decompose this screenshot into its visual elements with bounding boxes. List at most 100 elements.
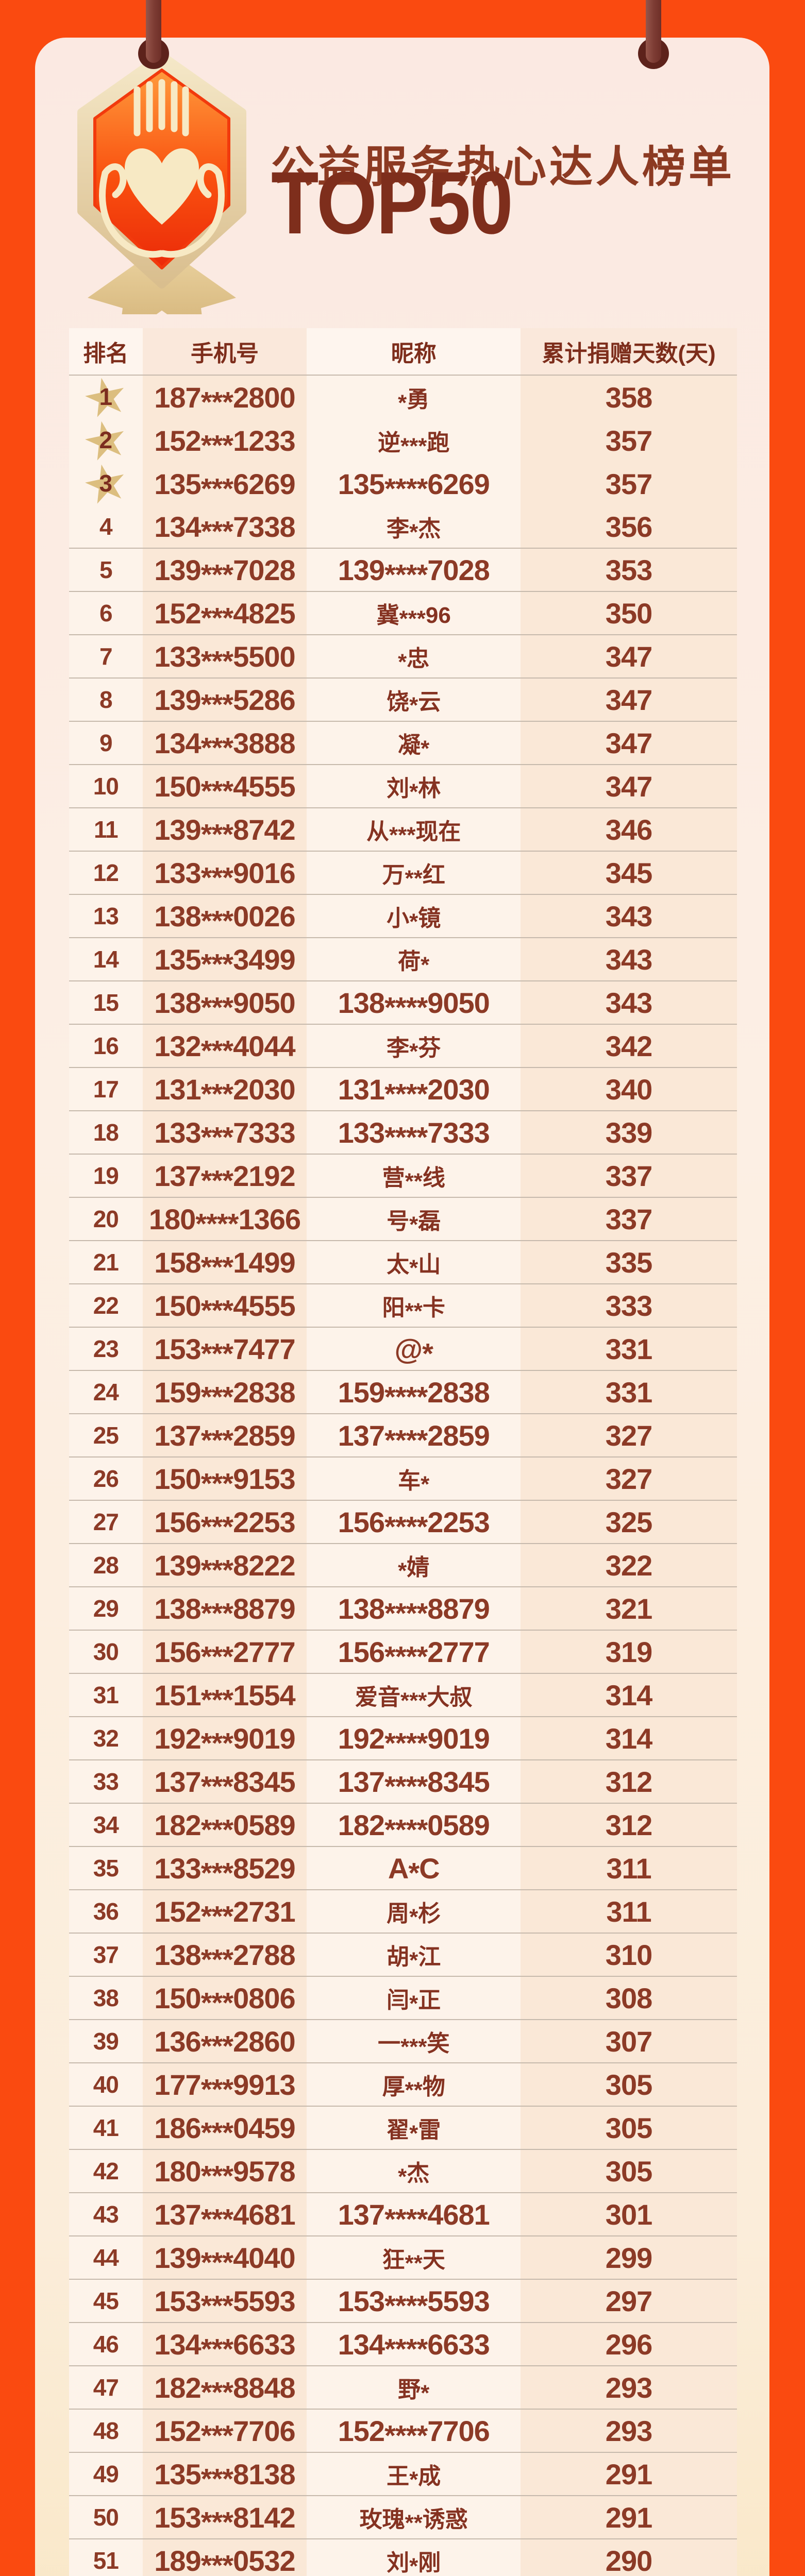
rank-cell: 36	[69, 1890, 143, 1933]
nickname-cell: 156****2253	[307, 1501, 521, 1543]
phone-cell: 152***7706	[142, 2410, 307, 2452]
days-cell: 347	[521, 765, 737, 807]
nickname-cell: 李*芬	[307, 1025, 521, 1067]
nickname-cell: 134****6633	[307, 2323, 521, 2365]
rank-cell: 45	[69, 2280, 143, 2322]
days-cell: 321	[521, 1587, 737, 1630]
days-cell: 342	[521, 1025, 737, 1067]
table-row: 34 182***0589 182****0589 312	[69, 1803, 737, 1846]
phone-cell: 139***8742	[142, 808, 307, 851]
rank-cell: 17	[69, 1068, 143, 1110]
table-row: 15 138***9050 138****9050 343	[69, 980, 737, 1024]
phone-cell: 137***2859	[142, 1414, 307, 1456]
page-title: 公益服务热心达人榜单	[271, 143, 735, 192]
table-row: 33 137***8345 137****8345 312	[69, 1759, 737, 1803]
phone-cell: 156***2777	[142, 1631, 307, 1673]
phone-cell: 177***9913	[142, 2063, 307, 2106]
table-row: ★ 1 187***2800 *勇 358	[69, 363, 737, 431]
table-row: 29 138***8879 138****8879 321	[69, 1586, 737, 1630]
phone-cell: 138***8879	[142, 1587, 307, 1630]
rank-cell: 24	[69, 1371, 143, 1413]
phone-cell: 150***4555	[142, 1284, 307, 1327]
rank-cell: 32	[69, 1717, 143, 1759]
days-cell: 350	[521, 592, 737, 634]
table-row: 50 153***8142 玫瑰**诱惑 291	[69, 2495, 737, 2538]
table-row: 51 189***0532 刘*刚 290	[69, 2538, 737, 2576]
nickname-cell: 李*杰	[307, 505, 521, 548]
nickname-cell: 137****8345	[307, 1760, 521, 1803]
days-cell: 305	[521, 2063, 737, 2106]
rank-cell: 34	[69, 1804, 143, 1846]
days-cell: 314	[521, 1717, 737, 1759]
rank-cell: 5	[69, 549, 143, 591]
rank-cell: 15	[69, 981, 143, 1024]
days-cell: 343	[521, 938, 737, 980]
days-cell: 357	[521, 462, 737, 505]
table-body: ★ 1 187***2800 *勇 358 ★ 2 152***1233 逆***跑 357 ★ 3 1…	[69, 363, 737, 2576]
phone-cell: 139***4040	[142, 2236, 307, 2279]
table-row: 14 135***3499 荷* 343	[69, 937, 737, 980]
rank-cell: 35	[69, 1847, 143, 1889]
nickname-cell: 133****7333	[307, 1111, 521, 1154]
days-cell: 293	[521, 2366, 737, 2409]
days-cell: 325	[521, 1501, 737, 1543]
table-row: 27 156***2253 156****2253 325	[69, 1500, 737, 1543]
phone-cell: 152***2731	[142, 1890, 307, 1933]
nickname-cell: 狂**天	[307, 2236, 521, 2279]
nickname-cell: 153****5593	[307, 2280, 521, 2322]
days-cell: 322	[521, 1544, 737, 1586]
nickname-cell: *忠	[307, 635, 521, 677]
table-row: 30 156***2777 156****2777 319	[69, 1630, 737, 1673]
table-row: 18 133***7333 133****7333 339	[69, 1110, 737, 1154]
rank-cell: 29	[69, 1587, 143, 1630]
days-cell: 340	[521, 1068, 737, 1110]
table-row: 36 152***2731 周*杉 311	[69, 1889, 737, 1933]
days-cell: 297	[521, 2280, 737, 2322]
nickname-cell: 192****9019	[307, 1717, 521, 1759]
rank-cell: 14	[69, 938, 143, 980]
days-cell: 319	[521, 1631, 737, 1673]
days-cell: 327	[521, 1458, 737, 1500]
rank-cell: 30	[69, 1631, 143, 1673]
table-row: 12 133***9016 万**红 345	[69, 851, 737, 894]
phone-cell: 135***8138	[142, 2453, 307, 2495]
leaderboard-sheet: 公益服务热心达人榜单 TOP50 排名 手机号 昵称 累计捐赠天数(天) ★ 1 187*…	[35, 38, 769, 2576]
days-cell: 356	[521, 505, 737, 548]
nickname-cell: 135****6269	[307, 462, 521, 505]
nickname-cell: 闫*正	[307, 1977, 521, 2019]
rank-cell: 50	[69, 2496, 143, 2538]
days-cell: 358	[521, 376, 737, 419]
rank-cell: 12	[69, 852, 143, 894]
nickname-cell: 万**红	[307, 852, 521, 894]
phone-cell: 151***1554	[142, 1674, 307, 1716]
rank-cell: 37	[69, 1934, 143, 1976]
nickname-cell: 营**线	[307, 1155, 521, 1197]
table-row: 8 139***5286 饶*云 347	[69, 677, 737, 721]
table-row: ★ 2 152***1233 逆***跑 357	[69, 406, 737, 474]
phone-cell: 138***9050	[142, 981, 307, 1024]
days-cell: 291	[521, 2496, 737, 2538]
phone-cell: 192***9019	[142, 1717, 307, 1759]
nickname-cell: 翟*雷	[307, 2107, 521, 2149]
rank-cell: 28	[69, 1544, 143, 1586]
table-row: 19 137***2192 营**线 337	[69, 1154, 737, 1197]
nickname-cell: *杰	[307, 2150, 521, 2192]
rank-cell: ★ 3	[69, 449, 143, 518]
days-cell: 327	[521, 1414, 737, 1456]
table-row: 35 133***8529 A*C 311	[69, 1846, 737, 1889]
leaderboard-table: 排名 手机号 昵称 累计捐赠天数(天) ★ 1 187***2800 *勇 358 ★ 2 152*…	[69, 328, 737, 2576]
nickname-cell: 138****8879	[307, 1587, 521, 1630]
nickname-cell: 138****9050	[307, 981, 521, 1024]
nickname-cell: 刘*刚	[307, 2539, 521, 2576]
rank-cell: 21	[69, 1241, 143, 1283]
header-cell: 昵称	[307, 328, 521, 375]
rank-cell: ★ 2	[69, 406, 143, 474]
phone-cell: 135***3499	[142, 938, 307, 980]
days-cell: 311	[521, 1890, 737, 1933]
nickname-cell: 152****7706	[307, 2410, 521, 2452]
phone-cell: 132***4044	[142, 1025, 307, 1067]
days-cell: 305	[521, 2107, 737, 2149]
table-row: 26 150***9153 车* 327	[69, 1456, 737, 1500]
rank-cell: 27	[69, 1501, 143, 1543]
table-row: 6 152***4825 冀***96 350	[69, 591, 737, 634]
